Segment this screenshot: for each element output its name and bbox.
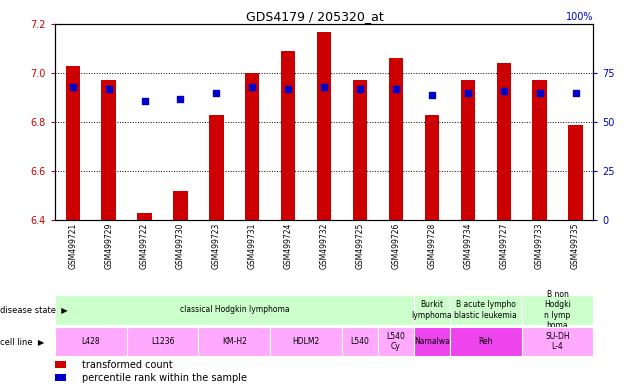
Bar [414,295,450,325]
Text: KM-H2: KM-H2 [222,337,247,346]
Bar [173,191,188,220]
Bar [342,327,378,356]
Point [247,84,257,90]
Point [534,90,544,96]
Bar [450,295,522,325]
Text: L540
Cy: L540 Cy [387,332,405,351]
Bar [281,51,295,220]
Bar [55,361,66,368]
Text: 100%: 100% [566,12,593,22]
Point [462,90,472,96]
Text: SU-DH
L-4: SU-DH L-4 [545,332,570,351]
Bar [55,327,127,356]
Bar [209,115,224,220]
Bar [66,66,80,220]
Text: GDS4179 / 205320_at: GDS4179 / 205320_at [246,10,384,23]
Text: Burkit
lymphoma: Burkit lymphoma [411,300,452,320]
Text: disease state  ▶: disease state ▶ [0,306,68,314]
Bar [55,295,414,325]
Bar [568,124,583,220]
Text: percentile rank within the sample: percentile rank within the sample [83,373,248,383]
Bar [414,327,450,356]
Point [355,86,365,92]
Bar [378,327,414,356]
Point [427,92,437,98]
Bar [317,31,331,220]
Point [139,98,149,104]
Bar [522,295,593,325]
Text: B non
Hodgki
n lymp
homa: B non Hodgki n lymp homa [544,290,571,330]
Point [570,90,580,96]
Text: Namalwa: Namalwa [414,337,450,346]
Text: L428: L428 [81,337,100,346]
Bar [198,327,270,356]
Bar [101,81,116,220]
Bar [127,327,198,356]
Point [283,86,293,92]
Text: L540: L540 [351,337,369,346]
Bar [522,327,593,356]
Bar [532,81,547,220]
Text: L1236: L1236 [151,337,175,346]
Text: classical Hodgkin lymphoma: classical Hodgkin lymphoma [180,306,289,314]
Point [211,90,222,96]
Text: transformed count: transformed count [83,360,173,370]
Bar [137,213,152,220]
Text: B acute lympho
blastic leukemia: B acute lympho blastic leukemia [454,300,517,320]
Text: cell line  ▶: cell line ▶ [0,337,44,346]
Point [391,86,401,92]
Bar [245,73,260,220]
Point [103,86,113,92]
Bar [389,58,403,220]
Text: HDLM2: HDLM2 [292,337,320,346]
Text: Reh: Reh [478,337,493,346]
Bar [496,63,511,220]
Bar [270,327,342,356]
Bar [425,115,439,220]
Bar [461,81,475,220]
Point [319,84,329,90]
Point [175,96,185,102]
Bar [450,327,522,356]
Point [67,84,77,90]
Point [498,88,508,94]
Bar [55,374,66,381]
Bar [353,81,367,220]
